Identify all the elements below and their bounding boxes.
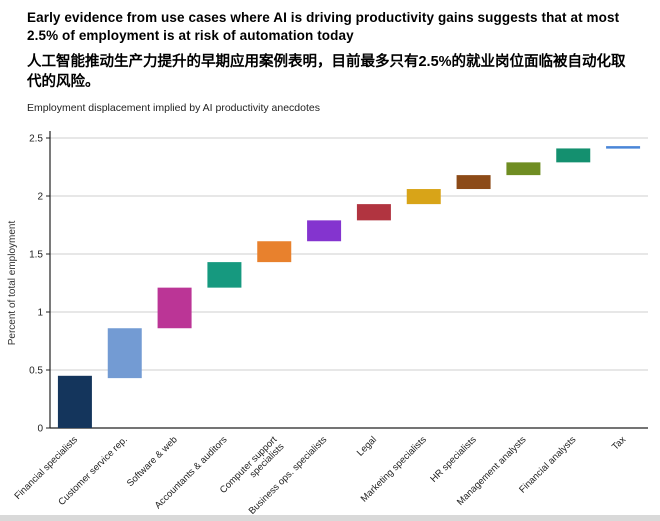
bar-management-analysts [506, 161, 541, 175]
bar-software-web [157, 287, 192, 328]
y-tick-label: 1.5 [29, 249, 43, 260]
bar-business-ops-specialists [307, 219, 342, 241]
chart-subtitle: Employment displacement implied by AI pr… [27, 101, 320, 114]
y-axis-label: Percent of total employment [7, 220, 18, 345]
bar-financial-analysts [556, 147, 591, 162]
x-tick-label: Tax [610, 434, 628, 452]
bar-legal [356, 203, 391, 220]
y-tick-label: 0 [37, 423, 43, 434]
page-title: Early evidence from use cases where AI i… [27, 10, 620, 43]
bar-computer-support-specialists [257, 240, 292, 262]
bar-accountants-auditors [207, 261, 242, 288]
y-tick-label: 2.5 [29, 133, 43, 144]
y-tick-label: 0.5 [29, 365, 43, 376]
bar-tax [606, 145, 641, 149]
y-tick-label: 1 [37, 307, 43, 318]
bar-customer-service-rep- [107, 327, 142, 378]
bar-hr-specialists [456, 174, 491, 189]
x-tick-label: Software & web [125, 434, 180, 489]
bottom-strip [0, 515, 660, 521]
page-title-chinese: 人工智能推动生产力提升的早期应用案例表明，目前最多只有2.5%的就业岗位面临被自… [27, 53, 626, 91]
x-tick-label: HR specialists [428, 434, 479, 485]
bar-marketing-specialists [406, 188, 441, 204]
x-tick-label: Legal [355, 434, 379, 458]
bar-financial-specialists [57, 375, 92, 428]
waterfall-chart: 0 0.5 1 1.5 2 2.5 Financial specialists Custome… [0, 116, 660, 514]
y-tick-label: 2 [37, 191, 43, 202]
header: Early evidence from use cases where AI i… [0, 0, 660, 114]
